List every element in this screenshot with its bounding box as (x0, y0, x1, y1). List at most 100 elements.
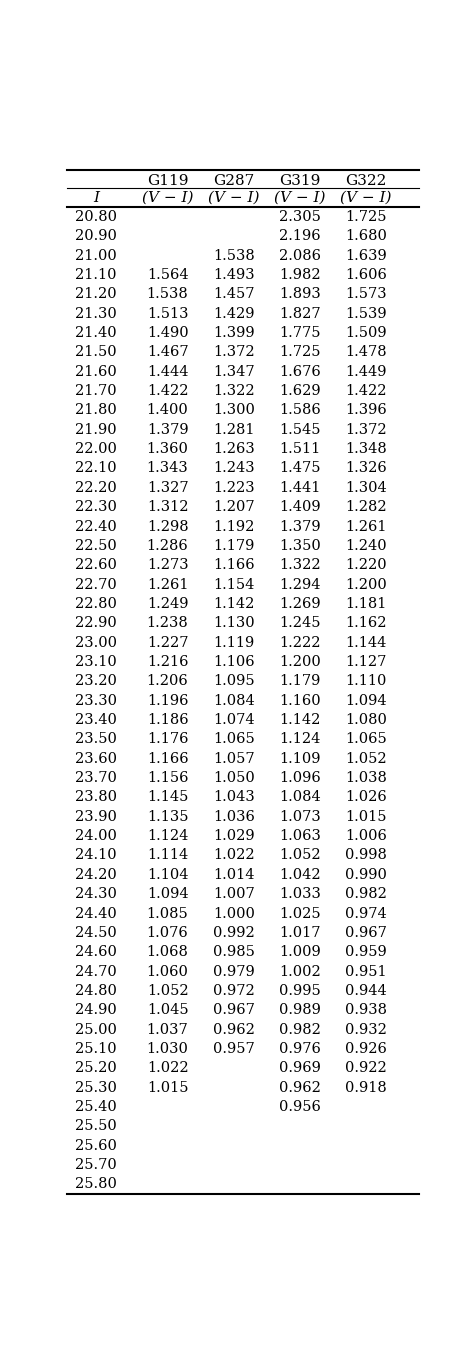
Text: 1.192: 1.192 (213, 520, 255, 533)
Text: 21.20: 21.20 (75, 287, 117, 302)
Text: 1.166: 1.166 (147, 752, 189, 766)
Text: 1.261: 1.261 (147, 578, 188, 591)
Text: 1.043: 1.043 (213, 790, 255, 805)
Text: 1.827: 1.827 (279, 307, 321, 321)
Text: 1.022: 1.022 (213, 848, 255, 862)
Text: 0.982: 0.982 (345, 888, 387, 901)
Text: 23.80: 23.80 (75, 790, 117, 805)
Text: 1.220: 1.220 (345, 559, 387, 572)
Text: 1.490: 1.490 (147, 326, 189, 340)
Text: 1.282: 1.282 (345, 501, 387, 514)
Text: 1.015: 1.015 (345, 810, 387, 824)
Text: 1.074: 1.074 (213, 713, 255, 727)
Text: 1.084: 1.084 (279, 790, 321, 805)
Text: 1.063: 1.063 (279, 829, 321, 843)
Text: 22.60: 22.60 (75, 559, 117, 572)
Text: 22.50: 22.50 (75, 538, 117, 553)
Text: 23.00: 23.00 (75, 636, 117, 649)
Text: 1.162: 1.162 (345, 616, 387, 630)
Text: 2.086: 2.086 (279, 249, 321, 262)
Text: 23.60: 23.60 (75, 752, 117, 766)
Text: 1.030: 1.030 (146, 1042, 189, 1055)
Text: 1.179: 1.179 (279, 674, 320, 689)
Text: 23.70: 23.70 (75, 771, 117, 785)
Text: 1.038: 1.038 (345, 771, 387, 785)
Text: 25.10: 25.10 (75, 1042, 117, 1055)
Text: 0.995: 0.995 (279, 984, 321, 999)
Text: 1.124: 1.124 (147, 829, 188, 843)
Text: 1.586: 1.586 (279, 403, 321, 418)
Text: 1.294: 1.294 (279, 578, 320, 591)
Text: 1.057: 1.057 (213, 752, 255, 766)
Text: G319: G319 (279, 175, 320, 188)
Text: 1.109: 1.109 (279, 752, 320, 766)
Text: 1.094: 1.094 (147, 888, 189, 901)
Text: 0.974: 0.974 (345, 907, 387, 920)
Text: 1.269: 1.269 (279, 597, 321, 612)
Text: 22.40: 22.40 (75, 520, 117, 533)
Text: G119: G119 (147, 175, 188, 188)
Text: 0.990: 0.990 (345, 867, 387, 882)
Text: 1.037: 1.037 (147, 1023, 189, 1036)
Text: 1.513: 1.513 (147, 307, 188, 321)
Text: 23.30: 23.30 (75, 694, 117, 708)
Text: 0.956: 0.956 (279, 1100, 321, 1114)
Text: 1.145: 1.145 (147, 790, 188, 805)
Text: 1.160: 1.160 (279, 694, 321, 708)
Text: 1.372: 1.372 (345, 422, 387, 437)
Text: 1.206: 1.206 (147, 674, 189, 689)
Text: 25.20: 25.20 (75, 1061, 117, 1076)
Text: 1.144: 1.144 (345, 636, 387, 649)
Text: 1.014: 1.014 (213, 867, 255, 882)
Text: 1.106: 1.106 (213, 655, 255, 668)
Text: G322: G322 (345, 175, 387, 188)
Text: 1.680: 1.680 (345, 229, 387, 244)
Text: 24.90: 24.90 (75, 1004, 117, 1017)
Text: 1.429: 1.429 (213, 307, 255, 321)
Text: 0.976: 0.976 (279, 1042, 321, 1055)
Text: 1.065: 1.065 (213, 732, 255, 747)
Text: 1.322: 1.322 (279, 559, 321, 572)
Text: 24.30: 24.30 (75, 888, 117, 901)
Text: (V − I): (V − I) (142, 191, 193, 204)
Text: 1.025: 1.025 (279, 907, 321, 920)
Text: 1.545: 1.545 (279, 422, 320, 437)
Text: 1.449: 1.449 (345, 365, 387, 379)
Text: 1.441: 1.441 (279, 480, 320, 495)
Text: G287: G287 (213, 175, 255, 188)
Text: 1.052: 1.052 (147, 984, 189, 999)
Text: 24.00: 24.00 (75, 829, 117, 843)
Text: 1.457: 1.457 (213, 287, 255, 302)
Text: 1.475: 1.475 (279, 461, 320, 475)
Text: 1.238: 1.238 (147, 616, 189, 630)
Text: 23.90: 23.90 (75, 810, 117, 824)
Text: 1.073: 1.073 (279, 810, 321, 824)
Text: 0.962: 0.962 (213, 1023, 255, 1036)
Text: 1.154: 1.154 (213, 578, 255, 591)
Text: 1.000: 1.000 (213, 907, 255, 920)
Text: 2.196: 2.196 (279, 229, 321, 244)
Text: 1.322: 1.322 (213, 384, 255, 398)
Text: 1.033: 1.033 (279, 888, 321, 901)
Text: 22.20: 22.20 (75, 480, 117, 495)
Text: 21.30: 21.30 (75, 307, 117, 321)
Text: 1.006: 1.006 (345, 829, 387, 843)
Text: 25.30: 25.30 (75, 1081, 117, 1095)
Text: 1.045: 1.045 (147, 1004, 189, 1017)
Text: 1.022: 1.022 (147, 1061, 189, 1076)
Text: 0.979: 0.979 (213, 965, 255, 978)
Text: 21.60: 21.60 (75, 365, 117, 379)
Text: 1.196: 1.196 (147, 694, 188, 708)
Text: 1.084: 1.084 (213, 694, 255, 708)
Text: 0.969: 0.969 (279, 1061, 321, 1076)
Text: 1.298: 1.298 (147, 520, 189, 533)
Text: 1.015: 1.015 (147, 1081, 188, 1095)
Text: 0.918: 0.918 (345, 1081, 387, 1095)
Text: 1.893: 1.893 (279, 287, 321, 302)
Text: 1.080: 1.080 (345, 713, 387, 727)
Text: 1.538: 1.538 (213, 249, 255, 262)
Text: 1.396: 1.396 (345, 403, 387, 418)
Text: 1.243: 1.243 (213, 461, 255, 475)
Text: 1.249: 1.249 (147, 597, 188, 612)
Text: 1.052: 1.052 (345, 752, 387, 766)
